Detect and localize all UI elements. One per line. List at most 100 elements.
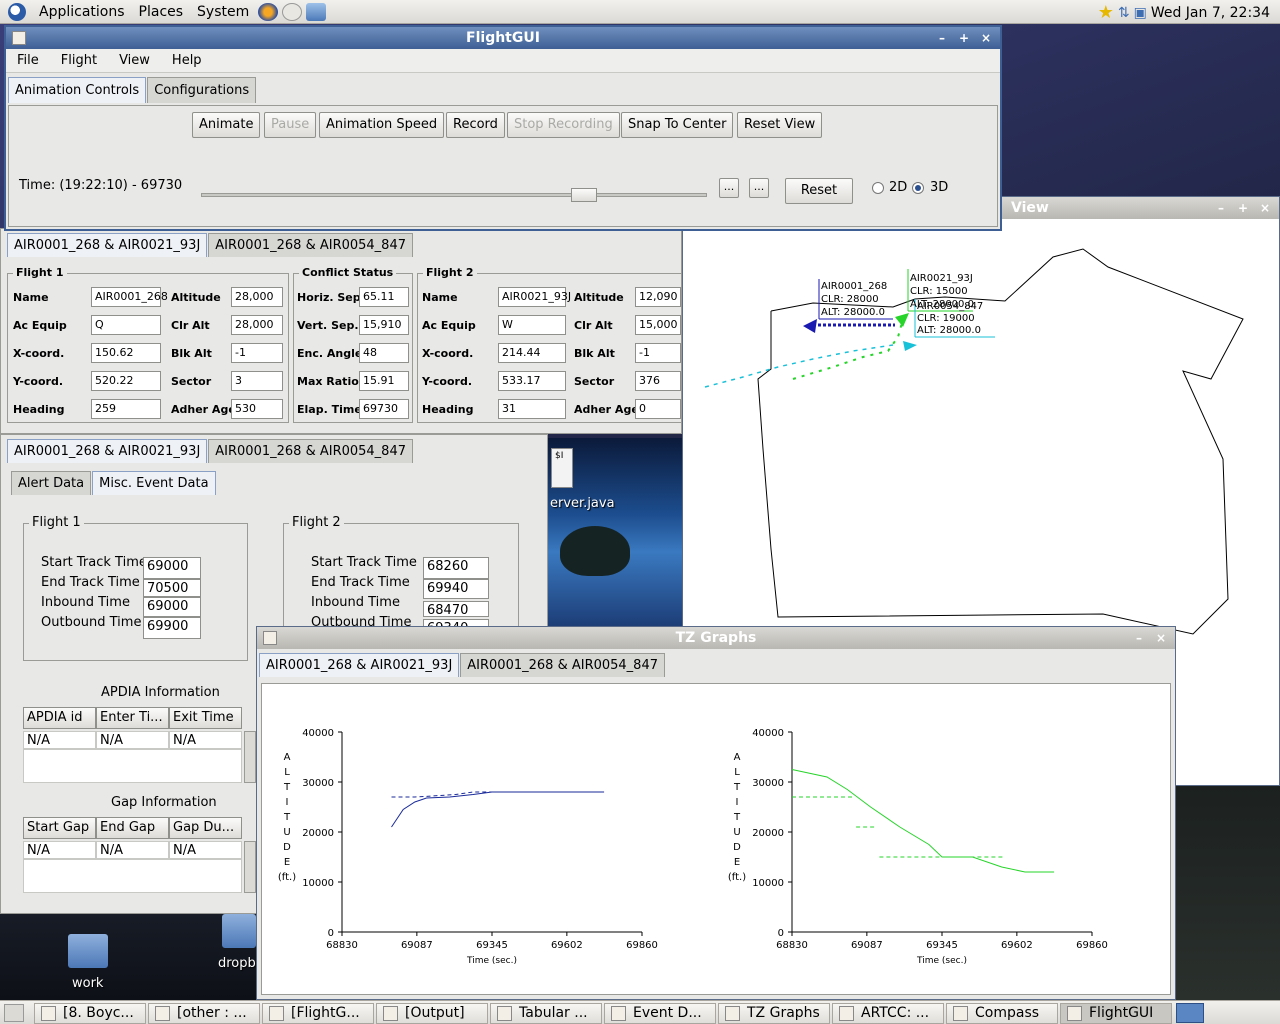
menu-view[interactable]: View	[119, 53, 150, 68]
record-button[interactable]: Record	[446, 112, 505, 138]
maximize-icon[interactable]: +	[1237, 201, 1249, 215]
ev-f1-outbound-field[interactable]: 69900	[143, 617, 201, 639]
menu-places[interactable]: Places	[138, 3, 184, 20]
f2-sector-field[interactable]: 376	[635, 371, 681, 391]
work-folder-label[interactable]: work	[72, 976, 104, 991]
f2-x-field[interactable]: 214.44	[498, 343, 566, 363]
f2-acequip-field[interactable]: W	[498, 315, 566, 335]
work-folder-icon[interactable]	[68, 934, 108, 968]
firefox-launcher-icon[interactable]	[258, 2, 279, 21]
clock[interactable]: Wed Jan 7, 22:34	[1150, 4, 1270, 21]
show-desktop-icon[interactable]	[4, 1004, 24, 1022]
close-icon[interactable]: ×	[1259, 201, 1271, 215]
elap-field[interactable]: 69730	[359, 399, 409, 419]
ev-f2-end-field[interactable]: 69940	[423, 579, 489, 599]
tz-graphs-titlebar[interactable]: TZ Graphs – ×	[257, 627, 1175, 649]
display-icon[interactable]: ▣	[1133, 4, 1147, 21]
animate-button[interactable]: Animate	[192, 112, 261, 138]
task-item-7[interactable]: ARTCC: ...	[832, 1003, 944, 1024]
f2-adher-field[interactable]: 0	[635, 399, 681, 419]
hsep-field[interactable]: 65.11	[359, 287, 409, 307]
f1-heading-field[interactable]: 259	[91, 399, 161, 419]
apdia-scrollbar[interactable]	[244, 731, 256, 783]
minimize-icon[interactable]: –	[1136, 631, 1142, 645]
fedora-logo-icon[interactable]	[8, 2, 26, 21]
apdia-cell-exit[interactable]: N/A	[169, 731, 242, 749]
minimize-icon[interactable]: –	[939, 31, 945, 45]
gap-header-start[interactable]: Start Gap	[23, 817, 96, 839]
event-tab-2[interactable]: AIR0001_268 & AIR0054_847	[208, 439, 413, 463]
folder-launcher-icon[interactable]	[306, 2, 327, 21]
stop-recording-button[interactable]: Stop Recording	[507, 112, 620, 138]
task-item-8[interactable]: Compass	[946, 1003, 1058, 1024]
f1-acequip-field[interactable]: Q	[91, 315, 161, 335]
minimize-icon[interactable]: –	[1218, 201, 1224, 215]
apdia-header-exit[interactable]: Exit Time	[169, 707, 242, 729]
f1-x-field[interactable]: 150.62	[91, 343, 161, 363]
reset-button[interactable]: Reset	[785, 178, 853, 204]
menu-applications[interactable]: Applications	[39, 3, 125, 20]
flight1-plane-icon[interactable]	[803, 319, 817, 333]
gap-header-duration[interactable]: Gap Du...	[169, 817, 242, 839]
ellipsis-button-1[interactable]: ...	[719, 178, 739, 198]
task-item-4[interactable]: Tabular ...	[490, 1003, 602, 1024]
apdia-cell-id[interactable]: N/A	[23, 731, 96, 749]
ev-f1-end-field[interactable]: 70500	[143, 579, 201, 597]
f1-name-field[interactable]: AIR0001_268	[91, 287, 168, 307]
f1-altitude-field[interactable]: 28,000	[231, 287, 283, 307]
task-item-9[interactable]: FlightGUI	[1060, 1003, 1172, 1024]
radio-2d[interactable]	[872, 182, 884, 194]
ratio-field[interactable]: 15.91	[359, 371, 409, 391]
close-icon[interactable]: ×	[980, 31, 992, 45]
apdia-header-enter[interactable]: Enter Ti...	[96, 707, 169, 729]
menu-flight[interactable]: Flight	[60, 53, 98, 68]
animation-speed-button[interactable]: Animation Speed	[319, 112, 445, 138]
subtab-misc-event[interactable]: Misc. Event Data	[92, 471, 216, 495]
reset-view-button[interactable]: Reset View	[737, 112, 823, 138]
menu-help[interactable]: Help	[171, 53, 202, 68]
f2-blkalt-field[interactable]: -1	[635, 343, 681, 363]
dropbox-folder-icon[interactable]	[222, 914, 256, 948]
event-tab-1[interactable]: AIR0001_268 & AIR0021_93J	[7, 439, 208, 463]
dropbox-folder-label[interactable]: dropb	[218, 956, 256, 971]
menu-system[interactable]: System	[197, 3, 250, 20]
workspace-switcher[interactable]	[1176, 1003, 1204, 1023]
task-item-2[interactable]: [FlightG...	[262, 1003, 374, 1024]
tz-tab-1[interactable]: AIR0001_268 & AIR0021_93J	[259, 653, 460, 677]
f1-clralt-field[interactable]: 28,000	[231, 315, 283, 335]
enc-field[interactable]: 48	[359, 343, 409, 363]
star-icon[interactable]: ★	[1097, 2, 1114, 23]
gap-header-end[interactable]: End Gap	[96, 817, 169, 839]
airspace-map[interactable]: AIR0001_268 CLR: 28000 ALT: 28000.0 AIR0…	[683, 219, 1279, 785]
ellipsis-button-2[interactable]: ...	[749, 178, 769, 198]
f1-sector-field[interactable]: 3	[231, 371, 283, 391]
gap-cell-duration[interactable]: N/A	[169, 841, 242, 859]
gap-cell-start[interactable]: N/A	[23, 841, 96, 859]
ev-f1-start-field[interactable]: 69000	[143, 557, 201, 579]
apdia-cell-enter[interactable]: N/A	[96, 731, 169, 749]
java-file-icon[interactable]: $I	[551, 448, 573, 488]
radio-3d[interactable]	[912, 182, 924, 194]
f2-heading-field[interactable]: 31	[498, 399, 566, 419]
tab-configurations[interactable]: Configurations	[147, 77, 257, 103]
flightgui-titlebar[interactable]: FlightGUI – + ×	[6, 27, 1000, 49]
task-item-6[interactable]: TZ Graphs	[718, 1003, 830, 1024]
f2-clralt-field[interactable]: 15,000	[635, 315, 681, 335]
subtab-alert-data[interactable]: Alert Data	[11, 471, 92, 495]
slider-thumb[interactable]	[571, 188, 597, 202]
f2-y-field[interactable]: 533.17	[498, 371, 566, 391]
mail-launcher-icon[interactable]	[282, 2, 303, 21]
ev-f1-inbound-field[interactable]: 69000	[143, 597, 201, 617]
f1-blkalt-field[interactable]: -1	[231, 343, 283, 363]
gap-cell-end[interactable]: N/A	[96, 841, 169, 859]
maximize-icon[interactable]: +	[958, 31, 970, 45]
f2-altitude-field[interactable]: 12,090	[635, 287, 681, 307]
menu-file[interactable]: File	[17, 53, 39, 68]
task-item-5[interactable]: Event D...	[604, 1003, 716, 1024]
radio-2d-label[interactable]: 2D	[889, 180, 908, 195]
ev-f2-inbound-field[interactable]: 68470	[423, 601, 489, 618]
radio-3d-label[interactable]: 3D	[930, 180, 949, 195]
task-item-3[interactable]: [Output]	[376, 1003, 488, 1024]
close-icon[interactable]: ×	[1155, 631, 1167, 645]
conflict-tab-1[interactable]: AIR0001_268 & AIR0021_93J	[7, 233, 208, 257]
